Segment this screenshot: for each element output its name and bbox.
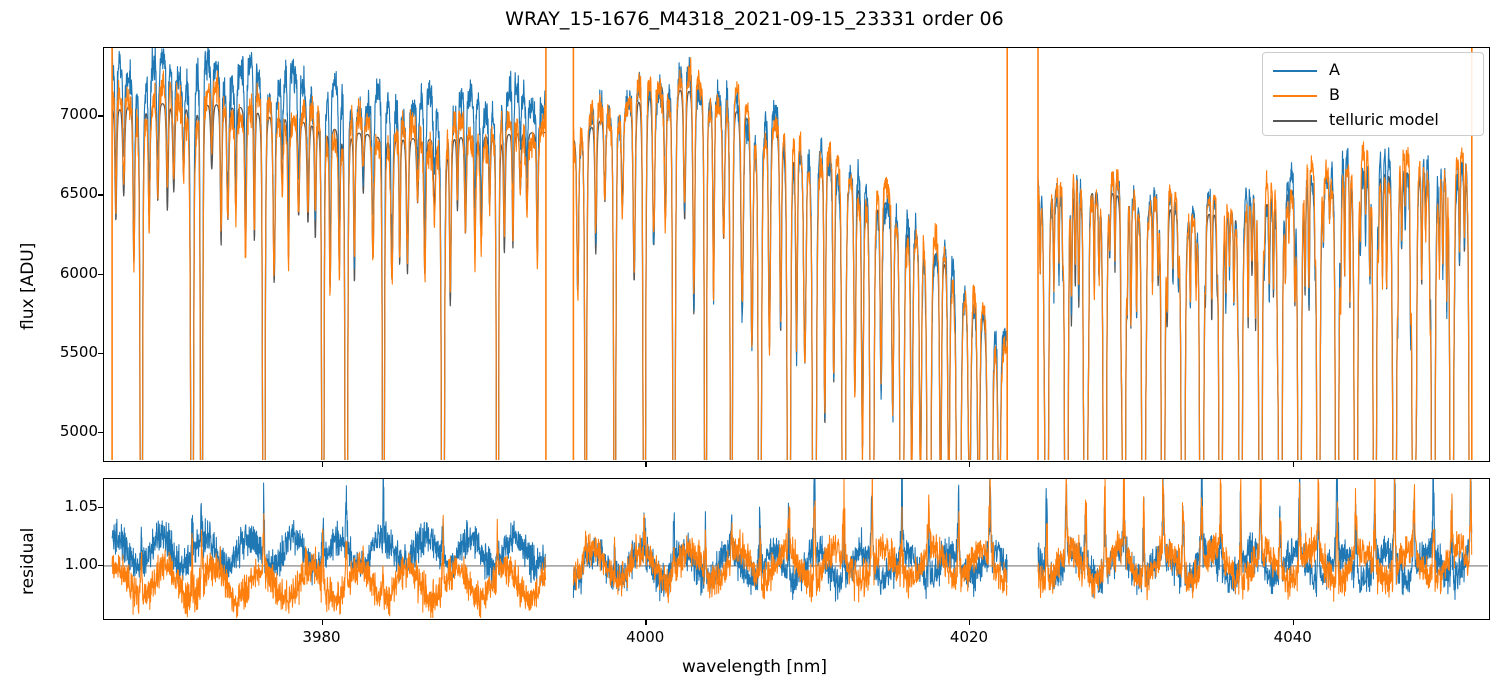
- spectrum-B-curve: [111, 70, 547, 460]
- flux-plot-area: [103, 47, 1490, 462]
- x-tick-label: 4000: [626, 628, 665, 646]
- flux-ytick-label: 7000: [59, 105, 98, 124]
- flux-spectrum-plot: [111, 48, 1473, 460]
- residual-axis-label: residual: [18, 527, 38, 595]
- x-axis-label: wavelength [nm]: [681, 657, 828, 677]
- x-tick-label: 4040: [1273, 628, 1312, 646]
- residual-B-curve: [1037, 479, 1473, 602]
- legend-entry: telluric model: [1273, 109, 1473, 133]
- legend-swatch-line: [1273, 120, 1317, 123]
- x-tick-label: 4020: [949, 628, 989, 646]
- flux-axis-label: flux [ADU]: [18, 242, 38, 330]
- residual-ytick-label: 1.05: [64, 496, 98, 515]
- flux-ytick-label: 6000: [59, 263, 98, 282]
- spectrum-B-curve: [572, 57, 1008, 460]
- residual-ytick-mark: [98, 564, 103, 567]
- legend-swatch-line: [1273, 95, 1317, 98]
- residual-A-curve: [111, 479, 547, 587]
- x-tick-mark: [321, 620, 323, 625]
- x-tick-mark: [321, 462, 323, 467]
- x-tick-mark: [645, 462, 647, 467]
- residual-plot-area: [103, 478, 1490, 620]
- flux-ytick-label: 6500: [59, 184, 98, 203]
- legend-label: B: [1329, 85, 1340, 104]
- x-tick-mark: [969, 620, 971, 625]
- x-tick-label: 3980: [302, 628, 341, 646]
- x-tick-mark: [645, 620, 647, 625]
- legend-swatch-line: [1273, 70, 1317, 73]
- x-tick-mark: [1292, 462, 1295, 467]
- legend-entry: B: [1273, 84, 1473, 108]
- residual-B-curve: [572, 479, 1008, 604]
- page-title: WRAY_15-1676_M4318_2021-09-15_23331 orde…: [505, 8, 1004, 30]
- legend-entry: A: [1273, 59, 1473, 83]
- flux-ytick-mark: [98, 352, 103, 355]
- x-tick-mark: [1292, 620, 1295, 625]
- residual-plot: [104, 479, 1488, 618]
- flux-ytick-mark: [98, 115, 103, 117]
- flux-ytick-mark: [98, 432, 103, 434]
- flux-ytick-label: 5500: [59, 342, 98, 361]
- x-tick-mark: [969, 462, 971, 467]
- legend-label: A: [1329, 60, 1340, 79]
- spectrum-B-curve: [1037, 141, 1470, 460]
- residual-ytick-mark: [98, 506, 103, 509]
- flux-ytick-mark: [98, 273, 103, 275]
- residual-ytick-label: 1.00: [64, 554, 98, 573]
- legend-label: telluric model: [1329, 110, 1439, 129]
- flux-ytick-mark: [98, 194, 103, 196]
- residual-B-curve: [111, 513, 547, 618]
- flux-ytick-label: 5000: [59, 422, 98, 441]
